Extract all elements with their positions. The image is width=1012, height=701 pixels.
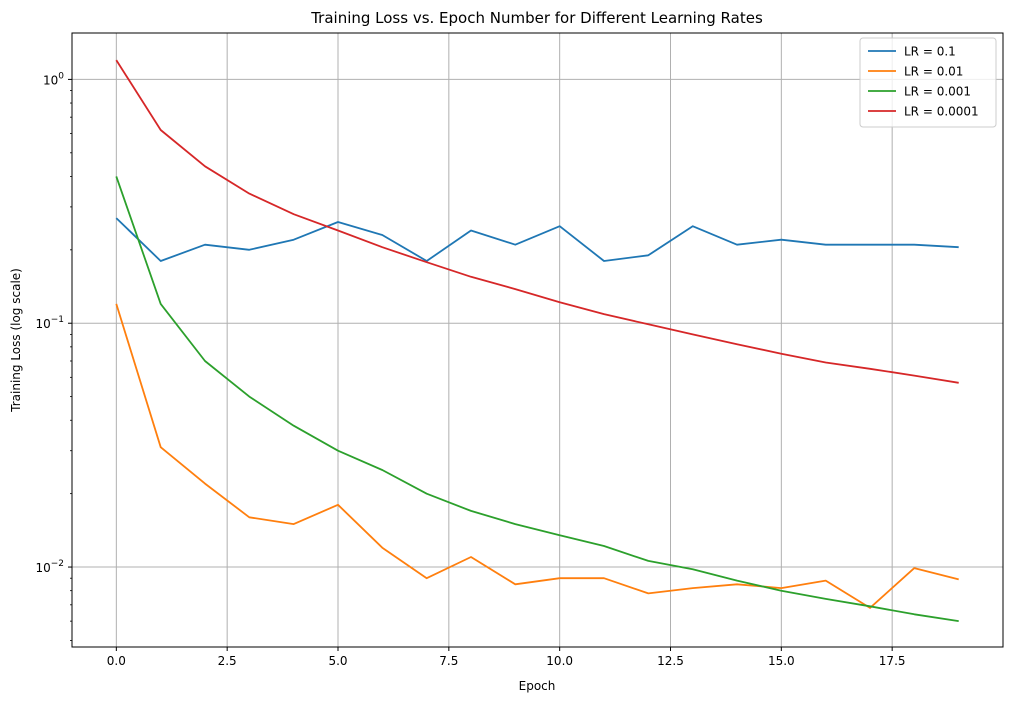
x-tick-label: 7.5 — [439, 654, 458, 668]
y-axis: 100 10−1 10−2 — [35, 71, 72, 641]
series-line — [115, 176, 959, 622]
x-tick-label: 5.0 — [328, 654, 347, 668]
y-tick-label: 10−2 — [35, 559, 64, 575]
x-tick-label: 2.5 — [218, 654, 237, 668]
x-tick-label: 12.5 — [657, 654, 684, 668]
series-line — [115, 59, 959, 384]
x-tick-label: 10.0 — [546, 654, 573, 668]
series-line — [115, 303, 959, 609]
x-axis-label: Epoch — [519, 679, 556, 693]
plot-frame — [71, 32, 1004, 648]
legend-label: LR = 0.01 — [904, 65, 963, 79]
chart-title: Training Loss vs. Epoch Number for Diffe… — [310, 9, 763, 27]
x-axis: 0.0 2.5 5.0 7.5 10.0 12.5 15.0 17.5 — [107, 647, 906, 668]
y-tick-label: 10−1 — [35, 315, 64, 331]
y-axis-label: Training Loss (log scale) — [9, 268, 23, 413]
legend: LR = 0.1 LR = 0.01 LR = 0.001 LR = 0.0001 — [859, 37, 997, 128]
legend-box — [859, 37, 997, 128]
x-tick-label: 17.5 — [879, 654, 906, 668]
legend-label: LR = 0.001 — [904, 85, 971, 99]
series-lines — [115, 59, 959, 622]
grid — [72, 33, 1003, 647]
legend-label: LR = 0.1 — [904, 45, 956, 59]
x-tick-label: 0.0 — [107, 654, 126, 668]
legend-label: LR = 0.0001 — [904, 105, 979, 119]
y-tick-label: 100 — [43, 71, 64, 87]
x-tick-label: 15.0 — [768, 654, 795, 668]
series-line — [115, 217, 959, 262]
